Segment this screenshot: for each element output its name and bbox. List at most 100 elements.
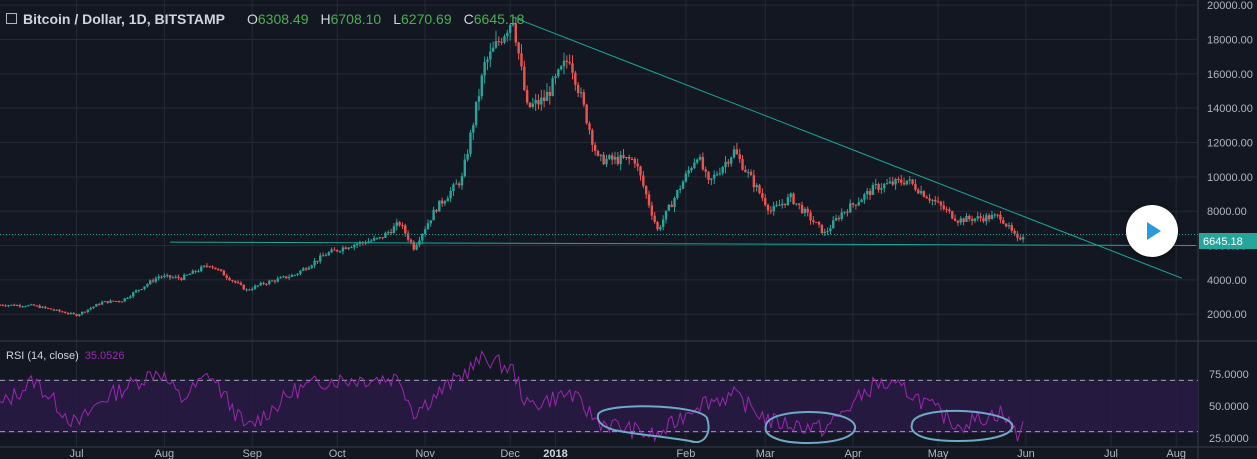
candle-body: [576, 84, 580, 94]
candle-body: [678, 188, 682, 191]
candle-body: [353, 244, 356, 248]
candle-body: [732, 149, 736, 158]
candle-body: [664, 210, 668, 220]
rsi-tick-label: 50.0000: [1209, 401, 1249, 413]
candle-body: [302, 268, 305, 271]
candle-body: [996, 214, 999, 216]
candle-body: [180, 278, 183, 280]
candle-body: [712, 174, 716, 179]
candle-body: [338, 251, 342, 253]
candle-body: [959, 218, 962, 223]
candle-body: [684, 173, 688, 182]
candle-body: [171, 277, 175, 279]
open-value: 6308.49: [257, 11, 309, 27]
candle-body: [41, 306, 44, 308]
candle-body: [693, 162, 696, 169]
rsi-value: 35.0526: [84, 350, 125, 362]
candle-body: [701, 157, 705, 170]
candle-body: [157, 276, 160, 279]
candle-body: [491, 47, 495, 52]
candle-body: [851, 203, 855, 205]
candle-body: [497, 41, 501, 43]
candle-body: [843, 211, 846, 213]
candle-body: [469, 132, 472, 154]
symbol-title: Bitcoin / Dollar, 1D, BITSTAMP: [23, 11, 225, 27]
candle-body: [174, 276, 177, 278]
time-tick-label: Mar: [756, 448, 775, 459]
candle-body: [593, 144, 597, 151]
candle-body: [313, 260, 316, 266]
candle-body: [542, 97, 546, 102]
candle-body: [840, 212, 843, 219]
candle-body: [333, 249, 336, 251]
candle-body: [800, 204, 804, 214]
candle-body: [695, 159, 699, 163]
candle-body: [815, 222, 818, 224]
candle-body: [117, 301, 121, 303]
candle-body: [942, 205, 945, 210]
candle-body: [619, 155, 622, 164]
price-lines: [0, 16, 1198, 279]
candle-body: [4, 305, 7, 307]
candle-body: [877, 183, 880, 190]
candle-body: [7, 305, 10, 307]
price-tick-label: 10000.00: [1207, 172, 1253, 184]
candle-body: [463, 159, 466, 177]
candle-body: [936, 201, 940, 203]
candle-body: [999, 214, 1002, 220]
candle-body: [868, 190, 872, 195]
candle-body: [554, 76, 557, 79]
candle-body: [783, 203, 787, 205]
candle-body: [710, 178, 713, 180]
candle-body: [398, 222, 401, 226]
candle-body: [610, 155, 614, 160]
annotation-circle-3: [910, 409, 1014, 443]
time-tick-label: 2018: [543, 448, 567, 459]
candle-body: [55, 309, 58, 311]
candle-body: [293, 274, 296, 276]
candle-body: [384, 232, 387, 238]
candle-body: [704, 169, 707, 172]
candle-body: [979, 216, 982, 219]
candle-body: [129, 296, 132, 298]
collapse-icon[interactable]: [6, 12, 17, 24]
candle-body: [911, 179, 914, 184]
candle-body: [143, 286, 146, 289]
candle-body: [242, 284, 245, 290]
candle-body: [18, 305, 22, 307]
candle-body: [962, 218, 965, 223]
candle-body: [993, 214, 996, 216]
candle-body: [194, 270, 197, 272]
candle-body: [860, 199, 863, 203]
close-label: C: [463, 11, 474, 27]
candle-body: [792, 193, 795, 205]
high-value: 6708.10: [330, 11, 382, 27]
candle-body: [568, 61, 571, 64]
candle-body: [557, 69, 560, 77]
candle-body: [970, 219, 974, 221]
candle-body: [341, 247, 345, 252]
candle-body: [160, 276, 163, 278]
candle-body: [449, 190, 452, 199]
candle-body: [931, 199, 934, 201]
candle-body: [412, 241, 415, 250]
play-button[interactable]: [1126, 205, 1178, 257]
candle-body: [483, 62, 486, 76]
candle-body: [276, 278, 279, 282]
candle-body: [494, 41, 498, 48]
candle-body: [239, 282, 243, 285]
candle-body: [114, 301, 118, 303]
rsi-line: [0, 350, 1024, 443]
candle-body: [973, 218, 977, 221]
candle-body: [185, 274, 189, 276]
candle-body: [123, 298, 126, 302]
candle-body: [61, 311, 64, 313]
candle-body: [939, 201, 943, 206]
candle-body: [330, 249, 333, 253]
candle-body: [72, 312, 75, 314]
candle-body: [900, 179, 903, 183]
candle-body: [103, 301, 107, 303]
candle-body: [506, 32, 509, 37]
candle-body: [66, 313, 70, 315]
